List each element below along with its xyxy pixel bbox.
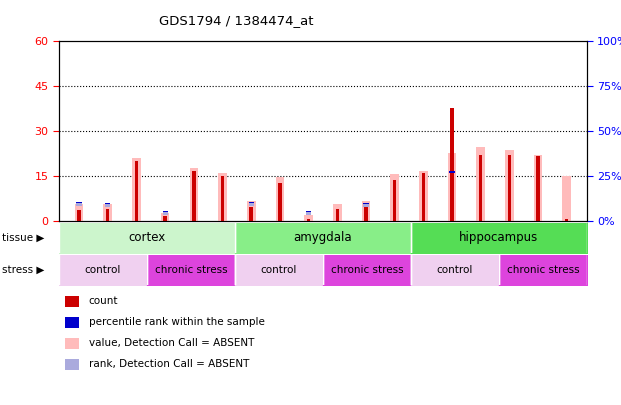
Bar <box>248 202 254 205</box>
Text: value, Detection Call = ABSENT: value, Detection Call = ABSENT <box>89 339 254 348</box>
Text: stress ▶: stress ▶ <box>2 265 45 275</box>
Bar <box>105 204 111 207</box>
Text: chronic stress: chronic stress <box>155 265 227 275</box>
Bar <box>163 212 168 215</box>
Bar <box>335 209 339 221</box>
Bar <box>163 211 168 214</box>
Bar <box>104 204 112 221</box>
Text: count: count <box>89 296 119 306</box>
Bar <box>161 213 170 221</box>
Bar <box>276 177 284 221</box>
Bar <box>448 153 456 221</box>
Bar <box>565 219 568 221</box>
Bar <box>365 206 368 221</box>
Text: tissue ▶: tissue ▶ <box>2 233 45 243</box>
Bar <box>218 173 227 221</box>
Text: chronic stress: chronic stress <box>507 265 579 275</box>
Bar <box>106 209 109 221</box>
Bar <box>563 176 571 221</box>
Bar <box>333 204 342 221</box>
Bar <box>391 174 399 221</box>
Bar <box>419 171 428 221</box>
Bar <box>189 168 198 221</box>
Bar <box>307 219 310 221</box>
Bar <box>306 212 311 215</box>
Bar <box>505 150 514 221</box>
Bar <box>361 201 370 221</box>
Bar <box>247 201 255 221</box>
Bar <box>105 203 111 206</box>
Bar <box>132 158 141 221</box>
Bar <box>76 203 81 206</box>
Text: control: control <box>437 265 473 275</box>
Bar <box>221 176 224 221</box>
Bar <box>78 210 81 221</box>
Text: control: control <box>85 265 121 275</box>
Bar <box>278 183 281 221</box>
Bar <box>393 180 396 221</box>
Bar <box>75 204 83 221</box>
Text: GDS1794 / 1384474_at: GDS1794 / 1384474_at <box>159 14 313 27</box>
Bar <box>135 161 138 221</box>
Bar <box>537 156 540 221</box>
Text: chronic stress: chronic stress <box>330 265 403 275</box>
Bar <box>422 173 425 221</box>
Text: cortex: cortex <box>129 231 166 245</box>
Bar <box>248 203 254 206</box>
Text: percentile rank within the sample: percentile rank within the sample <box>89 318 265 327</box>
Bar <box>450 108 454 221</box>
Text: control: control <box>261 265 297 275</box>
Bar <box>76 202 81 205</box>
Bar <box>476 147 485 221</box>
Bar <box>508 155 511 221</box>
Bar <box>306 211 311 214</box>
Text: amygdala: amygdala <box>294 231 352 245</box>
Bar <box>534 155 542 221</box>
Bar <box>192 171 196 221</box>
Bar <box>450 171 455 173</box>
Bar <box>363 203 368 206</box>
Text: hippocampus: hippocampus <box>460 231 538 245</box>
Bar <box>479 155 483 221</box>
Bar <box>163 216 167 221</box>
Bar <box>363 204 368 207</box>
Bar <box>304 215 313 221</box>
Bar <box>250 207 253 221</box>
Text: rank, Detection Call = ABSENT: rank, Detection Call = ABSENT <box>89 360 249 369</box>
